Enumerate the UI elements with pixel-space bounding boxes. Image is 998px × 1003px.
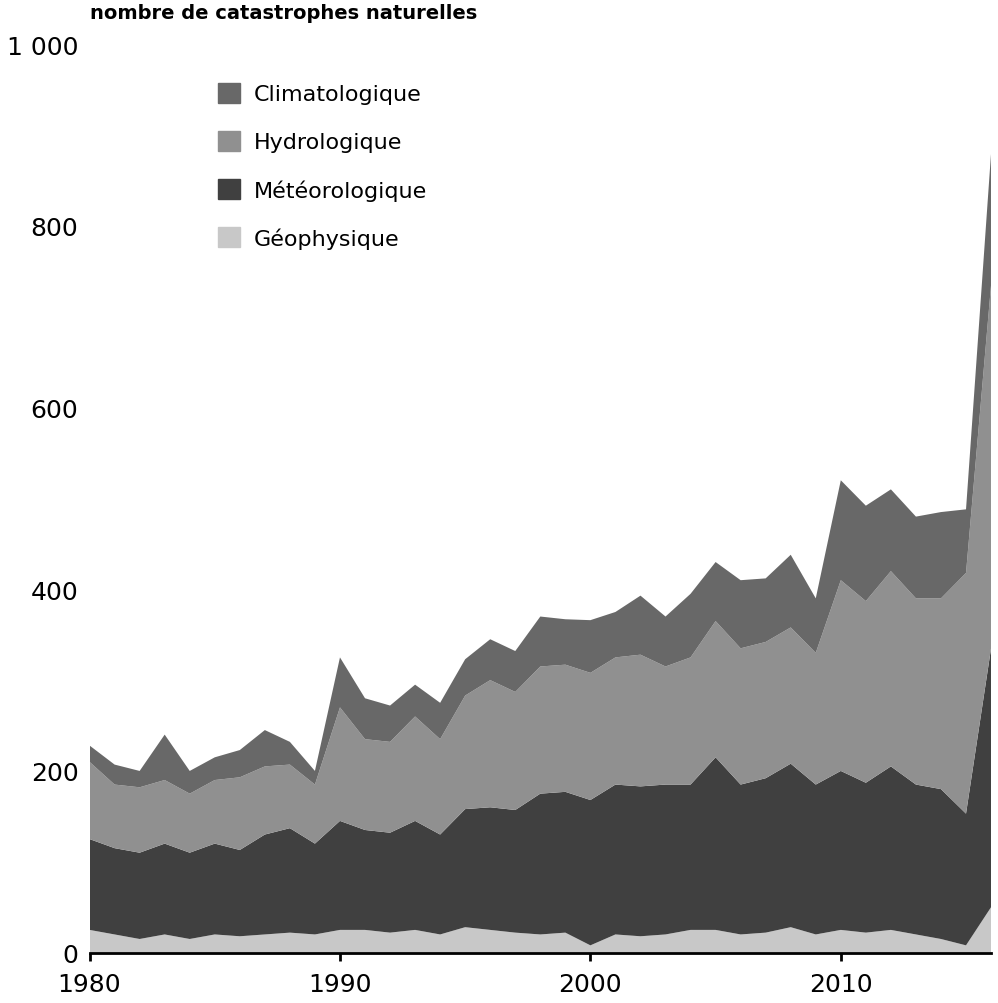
Legend: Climatologique, Hydrologique, Météorologique, Géophysique: Climatologique, Hydrologique, Météorolog… [218, 83, 427, 250]
Text: nombre de catastrophes naturelles: nombre de catastrophes naturelles [90, 4, 477, 22]
